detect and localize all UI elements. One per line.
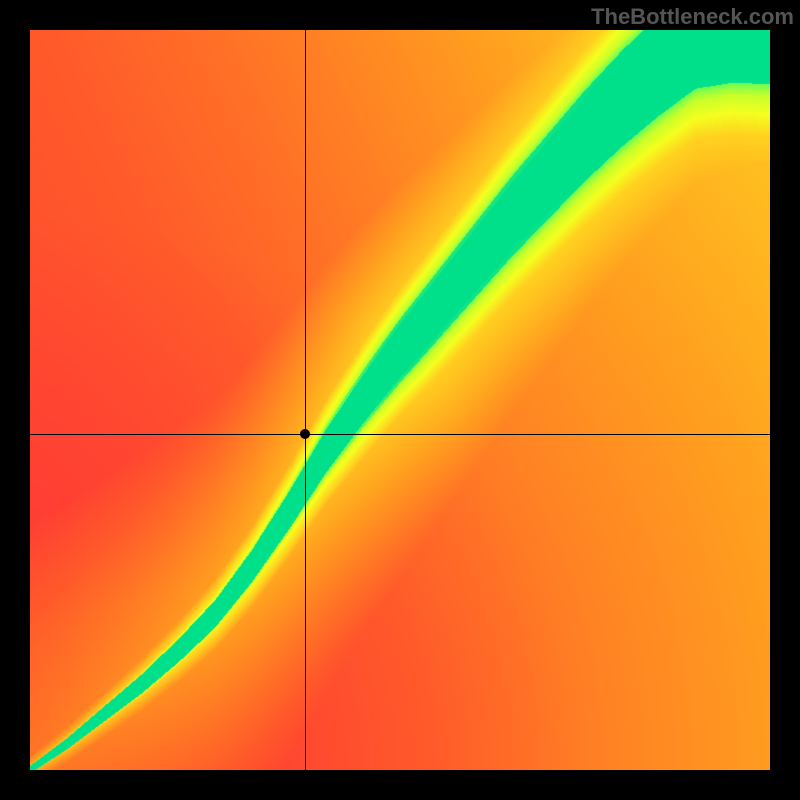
heatmap-canvas [30, 30, 770, 770]
selection-marker [300, 429, 310, 439]
crosshair-vertical [305, 30, 306, 770]
bottleneck-heatmap [30, 30, 770, 770]
crosshair-horizontal [30, 434, 770, 435]
watermark-text: TheBottleneck.com [591, 4, 794, 30]
